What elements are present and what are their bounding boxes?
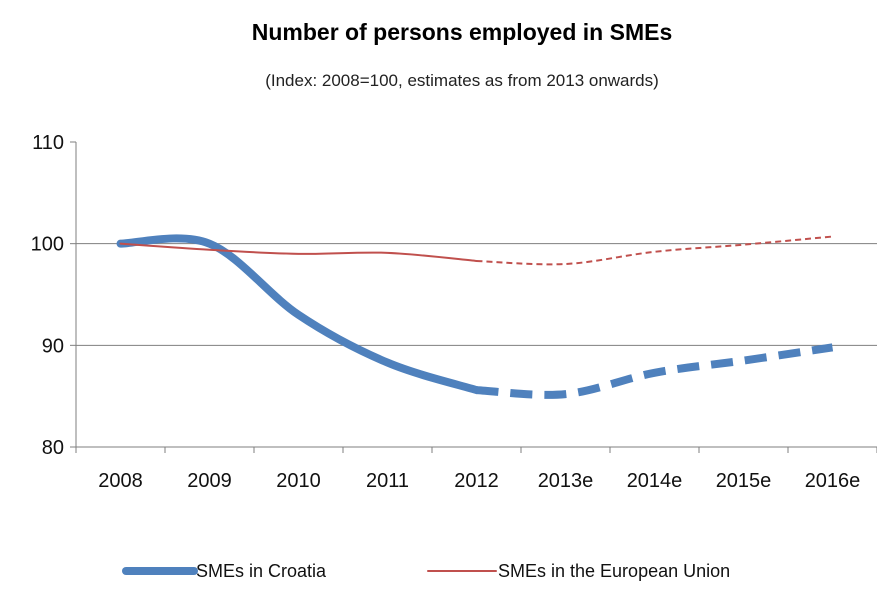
series-2-actual-line: [119, 242, 478, 262]
x-tick-label: 2012: [454, 470, 499, 492]
x-tick-label: 2014e: [627, 470, 683, 492]
chart-subtitle: (Index: 2008=100, estimates as from 2013…: [265, 71, 659, 90]
series-1-estimate-line: [476, 343, 834, 399]
y-tick-label: 110: [32, 132, 64, 154]
series-lines: [116, 234, 834, 399]
x-tick-label: 2010: [276, 470, 321, 492]
y-tick-label: 80: [42, 437, 64, 459]
x-tick-label: 2015e: [716, 470, 772, 492]
y-tick-label: 100: [31, 234, 64, 256]
y-tick-label: 90: [42, 335, 64, 357]
x-tick-label: 2009: [187, 470, 232, 492]
chart-title: Number of persons employed in SMEs: [252, 19, 672, 45]
axes: [70, 141, 877, 453]
x-tick-label: 2016e: [805, 470, 861, 492]
series-2-estimate-line: [476, 235, 833, 266]
gridlines: [76, 243, 877, 346]
series-1-actual-line: [116, 234, 481, 395]
series-2-legend-label: SMEs in the European Union: [498, 561, 730, 581]
legend: SMEs in Croatia SMEs in the European Unio…: [122, 561, 730, 581]
series-1-legend-label: SMEs in Croatia: [196, 561, 327, 581]
tick-labels: 80 90 100 110 2008 2009 2010 2011 2012 2013e 2014e…: [31, 132, 861, 492]
x-tick-label: 2013e: [538, 470, 594, 492]
x-tick-label: 2008: [98, 470, 143, 492]
x-tick-label: 2011: [366, 470, 409, 492]
